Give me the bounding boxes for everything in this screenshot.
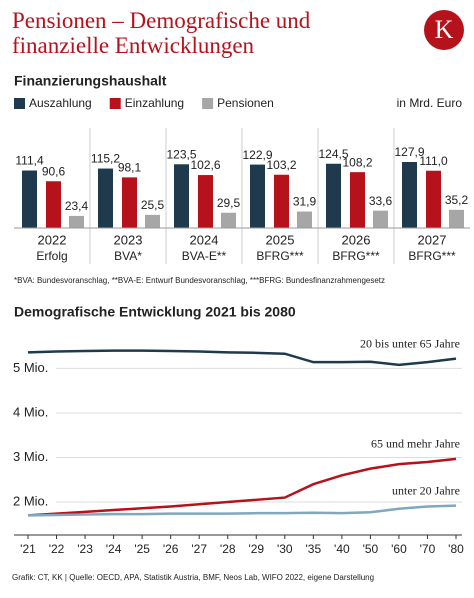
- x-tick-note: BVA*: [114, 249, 142, 263]
- bar: [69, 215, 84, 228]
- x-tick-label: 2023: [114, 232, 143, 247]
- bar: [122, 177, 137, 228]
- value-label: 127,9: [394, 145, 424, 159]
- bar: [250, 164, 265, 228]
- x-tick-label: '29: [248, 542, 264, 556]
- value-label: 102,6: [190, 158, 220, 172]
- line: [27, 349, 457, 367]
- bar: [373, 210, 388, 228]
- bar: [198, 175, 213, 228]
- x-tick-label: '60: [391, 542, 407, 556]
- value-label: 111,4: [15, 154, 44, 168]
- value-label: 31,9: [293, 195, 317, 209]
- value-label: 23,4: [65, 199, 89, 213]
- footnote: *BVA: Bundesvoranschlag, **BVA-E: Entwur…: [14, 276, 385, 285]
- x-tick-label: '23: [77, 542, 93, 556]
- value-label: 25,5: [141, 198, 165, 212]
- x-tick-label: '35: [306, 542, 322, 556]
- legend-swatch: [202, 98, 214, 109]
- x-tick-note: BFRG***: [256, 249, 304, 263]
- value-label: 115,2: [91, 152, 120, 166]
- value-label: 122,9: [242, 148, 272, 162]
- value-label: 33,6: [369, 194, 393, 208]
- legend-swatch: [14, 98, 25, 109]
- x-tick-label: '26: [163, 542, 179, 556]
- bar: [174, 164, 189, 228]
- y-tick-label: 4 Mio.: [13, 404, 48, 419]
- bar: [402, 162, 417, 228]
- bar: [274, 174, 289, 228]
- bar: [46, 181, 61, 228]
- series-label: unter 20 Jahre: [392, 483, 460, 497]
- source: Grafik: CT, KK | Quelle: OECD, APA, Stat…: [12, 573, 374, 582]
- unit-label: in Mrd. Euro: [397, 96, 463, 110]
- bar: [426, 170, 441, 228]
- value-label: 29,5: [217, 196, 241, 210]
- x-tick-note: BFRG***: [408, 249, 456, 263]
- x-tick-label: '22: [49, 542, 65, 556]
- x-tick-label: 2026: [342, 232, 371, 247]
- x-tick-label: '50: [363, 542, 379, 556]
- value-label: 90,6: [42, 164, 66, 178]
- legend-label: Einzahlung: [125, 96, 184, 110]
- value-label: 123,5: [166, 147, 196, 161]
- value-label: 35,2: [445, 193, 469, 207]
- bar: [449, 209, 464, 228]
- bar: [350, 172, 365, 228]
- y-tick-label: 5 Mio.: [13, 360, 48, 375]
- value-label: 124,5: [318, 147, 348, 161]
- chart-title: Demografische Entwicklung 2021 bis 2080: [14, 304, 296, 320]
- x-tick-label: 2027: [418, 232, 447, 247]
- value-label: 111,0: [419, 154, 448, 168]
- legend-swatch: [109, 98, 121, 109]
- series-label: 65 und mehr Jahre: [371, 437, 460, 451]
- bar: [145, 214, 160, 228]
- x-tick-label: 2024: [190, 232, 219, 247]
- x-tick-label: '40: [334, 542, 350, 556]
- x-tick-label: '25: [134, 542, 150, 556]
- x-tick-label: '30: [277, 542, 293, 556]
- x-tick-note: BVA-E**: [182, 249, 227, 263]
- series-label: 20 bis unter 65 Jahre: [360, 336, 460, 350]
- y-tick-label: 2 Mio.: [13, 493, 48, 508]
- chart-title: Finanzierungshaushalt: [14, 73, 167, 89]
- value-label: 98,1: [118, 161, 142, 175]
- x-tick-label: '80: [448, 542, 464, 556]
- x-tick-label: 2022: [38, 232, 67, 247]
- value-label: 108,2: [342, 155, 372, 169]
- page-title: Pensionen – Demografische und finanziell…: [12, 8, 311, 58]
- x-tick-label: '28: [220, 542, 236, 556]
- legend-label: Auszahlung: [29, 96, 92, 110]
- line: [27, 504, 457, 517]
- bar: [22, 170, 37, 228]
- legend-label: Pensionen: [217, 96, 274, 110]
- bar: [326, 163, 341, 228]
- x-tick-label: '27: [191, 542, 207, 556]
- x-tick-label: '21: [20, 542, 36, 556]
- x-tick-label: 2025: [266, 232, 295, 247]
- x-tick-note: BFRG***: [332, 249, 380, 263]
- bar: [98, 168, 113, 228]
- y-tick-label: 3 Mio.: [13, 449, 48, 464]
- logo: K: [424, 10, 464, 50]
- bar: [221, 212, 236, 228]
- x-tick-note: Erfolg: [36, 249, 67, 263]
- line: [27, 457, 457, 517]
- bar: [297, 211, 312, 228]
- x-tick-label: '70: [420, 542, 436, 556]
- value-label: 103,2: [266, 158, 296, 172]
- x-tick-label: '24: [106, 542, 122, 556]
